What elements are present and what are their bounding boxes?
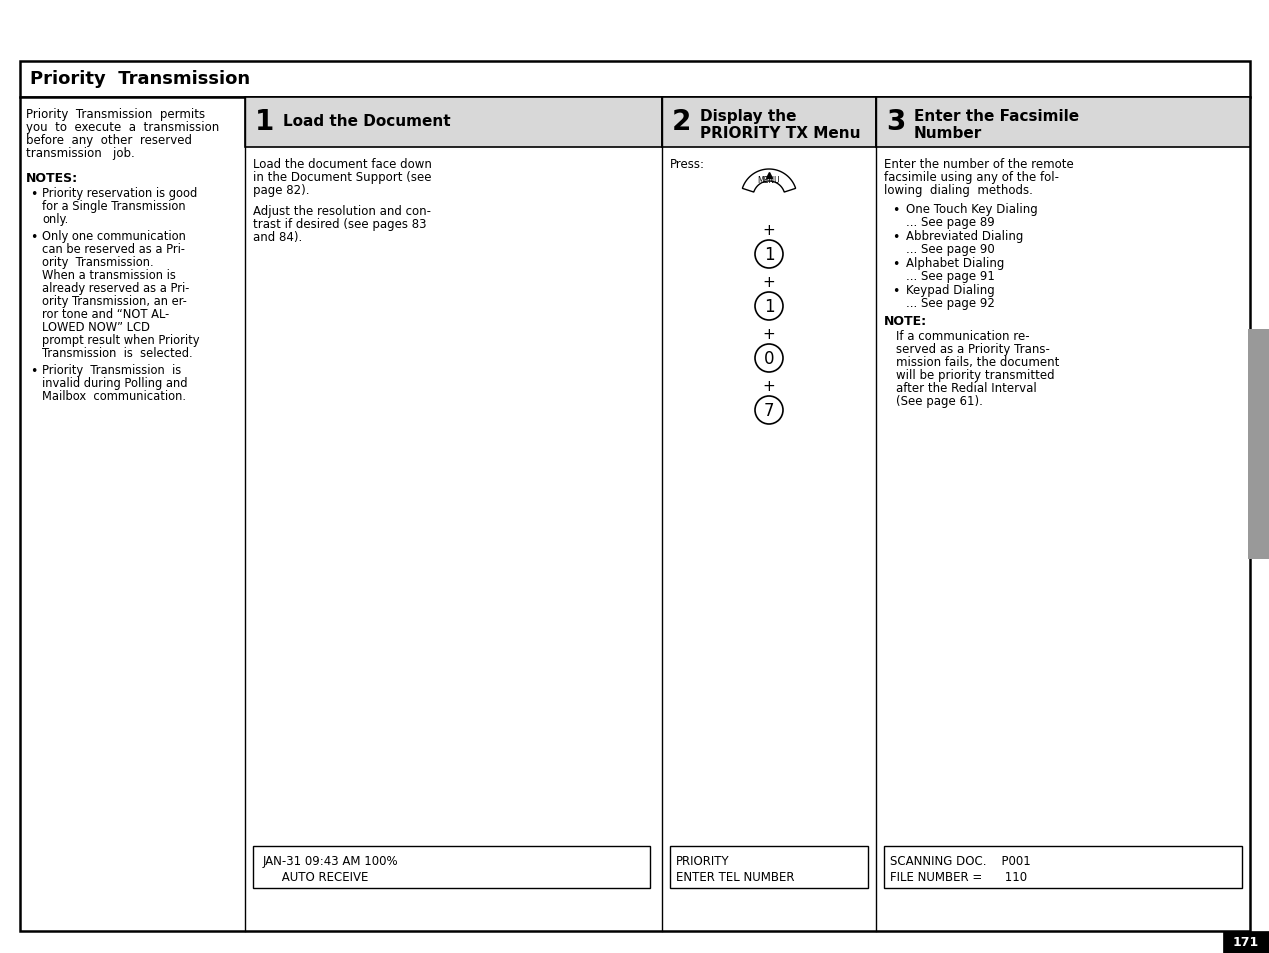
Text: SCANNING DOC.    P001: SCANNING DOC. P001 <box>890 854 1030 867</box>
Text: (See page 61).: (See page 61). <box>896 395 983 408</box>
Text: only.: only. <box>42 213 69 226</box>
Text: Priority  Transmission: Priority Transmission <box>30 70 250 88</box>
Text: 1: 1 <box>255 108 274 136</box>
Text: Press:: Press: <box>670 158 706 171</box>
Text: transmission   job.: transmission job. <box>25 147 135 160</box>
Text: will be priority transmitted: will be priority transmitted <box>896 369 1055 381</box>
Polygon shape <box>742 170 796 193</box>
Text: Mailbox  communication.: Mailbox communication. <box>42 390 187 402</box>
Text: PRIORITY TX Menu: PRIORITY TX Menu <box>700 126 860 141</box>
Text: ror tone and “NOT AL-: ror tone and “NOT AL- <box>42 308 169 320</box>
Text: before  any  other  reserved: before any other reserved <box>25 133 192 147</box>
Text: •: • <box>30 188 37 201</box>
Text: +: + <box>763 378 775 394</box>
Text: JAN-31 09:43 AM 100%: JAN-31 09:43 AM 100% <box>263 854 398 867</box>
Circle shape <box>755 293 783 320</box>
Text: PRIORITY: PRIORITY <box>676 854 730 867</box>
Text: +: + <box>763 274 775 290</box>
Text: Keypad Dialing: Keypad Dialing <box>906 284 995 296</box>
Circle shape <box>755 396 783 424</box>
Text: ority Transmission, an er-: ority Transmission, an er- <box>42 294 187 308</box>
Text: Abbreviated Dialing: Abbreviated Dialing <box>906 230 1023 243</box>
Text: trast if desired (see pages 83: trast if desired (see pages 83 <box>253 218 426 231</box>
Text: When a transmission is: When a transmission is <box>42 269 176 282</box>
Text: Priority  Transmission  permits: Priority Transmission permits <box>25 108 206 121</box>
Text: ... See page 92: ... See page 92 <box>906 296 995 310</box>
Bar <box>662 98 876 148</box>
Circle shape <box>755 241 783 269</box>
Text: •: • <box>892 204 900 216</box>
Text: Enter the number of the remote: Enter the number of the remote <box>884 158 1074 171</box>
Text: AUTO RECEIVE: AUTO RECEIVE <box>263 870 368 883</box>
Text: for a Single Transmission: for a Single Transmission <box>42 200 185 213</box>
Text: ... See page 91: ... See page 91 <box>906 270 995 283</box>
Text: Display the: Display the <box>700 109 797 124</box>
Text: Only one communication: Only one communication <box>42 230 185 243</box>
Text: •: • <box>892 231 900 244</box>
Text: ority  Transmission.: ority Transmission. <box>42 255 154 269</box>
Text: ... See page 89: ... See page 89 <box>906 215 995 229</box>
Bar <box>876 98 1250 148</box>
Text: MENU: MENU <box>758 175 780 185</box>
Text: ... See page 90: ... See page 90 <box>906 243 995 255</box>
Text: •: • <box>30 231 37 244</box>
Bar <box>1247 330 1269 559</box>
Text: served as a Priority Trans-: served as a Priority Trans- <box>896 343 1049 355</box>
Text: facsimile using any of the fol-: facsimile using any of the fol- <box>884 171 1060 184</box>
Text: •: • <box>892 285 900 297</box>
Text: lowing  dialing  methods.: lowing dialing methods. <box>884 184 1033 196</box>
Text: 3: 3 <box>886 108 905 136</box>
Text: already reserved as a Pri-: already reserved as a Pri- <box>42 282 189 294</box>
Bar <box>253 846 650 888</box>
Bar <box>670 846 868 888</box>
Bar <box>1223 931 1269 953</box>
Text: Enter the Facsimile: Enter the Facsimile <box>914 109 1079 124</box>
Text: ENTER TEL NUMBER: ENTER TEL NUMBER <box>676 870 794 883</box>
Circle shape <box>755 345 783 373</box>
Bar <box>20 98 1250 931</box>
Text: 1: 1 <box>764 246 774 264</box>
Text: can be reserved as a Pri-: can be reserved as a Pri- <box>42 243 185 255</box>
Text: LOWED NOW” LCD: LOWED NOW” LCD <box>42 320 150 334</box>
Text: you  to  execute  a  transmission: you to execute a transmission <box>25 121 220 133</box>
Text: invalid during Polling and: invalid during Polling and <box>42 376 188 390</box>
Text: Transmission  is  selected.: Transmission is selected. <box>42 347 193 359</box>
Text: in the Document Support (see: in the Document Support (see <box>253 171 431 184</box>
Text: and 84).: and 84). <box>253 231 302 244</box>
Text: •: • <box>30 365 37 377</box>
Text: 171: 171 <box>1233 936 1259 948</box>
Bar <box>245 98 662 148</box>
Text: Priority  Transmission  is: Priority Transmission is <box>42 364 181 376</box>
Bar <box>884 846 1242 888</box>
Text: Number: Number <box>914 126 982 141</box>
Text: Adjust the resolution and con-: Adjust the resolution and con- <box>253 205 431 218</box>
Text: Load the document face down: Load the document face down <box>253 158 431 171</box>
Text: 7: 7 <box>764 401 774 419</box>
Text: page 82).: page 82). <box>253 184 310 196</box>
Text: Alphabet Dialing: Alphabet Dialing <box>906 256 1004 270</box>
Text: mission fails, the document: mission fails, the document <box>896 355 1060 369</box>
Text: 1: 1 <box>764 297 774 315</box>
Text: If a communication re-: If a communication re- <box>896 330 1029 343</box>
Text: prompt result when Priority: prompt result when Priority <box>42 334 199 347</box>
Text: NOTE:: NOTE: <box>884 314 928 328</box>
Text: 2: 2 <box>673 108 692 136</box>
Bar <box>20 62 1250 98</box>
Text: 0: 0 <box>764 350 774 368</box>
Text: +: + <box>763 327 775 341</box>
Text: after the Redial Interval: after the Redial Interval <box>896 381 1037 395</box>
Text: Load the Document: Load the Document <box>283 113 450 129</box>
Text: NOTES:: NOTES: <box>25 172 79 185</box>
Text: •: • <box>892 257 900 271</box>
Text: Priority reservation is good: Priority reservation is good <box>42 187 197 200</box>
Text: FILE NUMBER =      110: FILE NUMBER = 110 <box>890 870 1027 883</box>
Text: One Touch Key Dialing: One Touch Key Dialing <box>906 203 1038 215</box>
Text: +: + <box>763 223 775 237</box>
